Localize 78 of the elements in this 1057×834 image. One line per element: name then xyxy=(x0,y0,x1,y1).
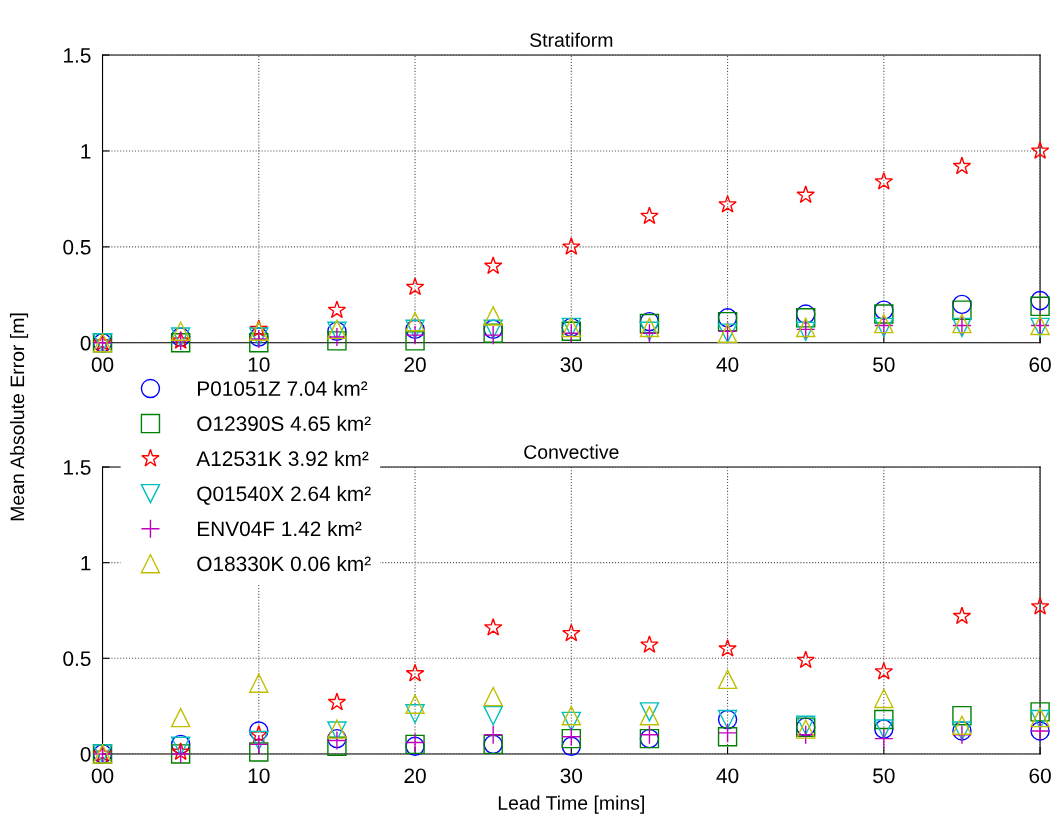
point xyxy=(483,686,503,707)
y-tick-label: 1 xyxy=(81,555,91,571)
point xyxy=(405,663,425,682)
x-tick-label: 40 xyxy=(716,357,739,372)
x-tick-label: 20 xyxy=(404,768,426,784)
y-tick-label: 1.5 xyxy=(64,48,91,63)
point xyxy=(1030,296,1050,317)
point xyxy=(561,736,582,757)
legend-label: O18330K 0.06 km² xyxy=(197,555,371,572)
point xyxy=(718,639,737,657)
y-axis-title: Mean Absolute Error [m] xyxy=(9,313,29,521)
point xyxy=(405,331,425,351)
point xyxy=(796,185,815,204)
y-tick-label: 0 xyxy=(80,335,91,351)
point xyxy=(561,711,582,732)
point xyxy=(952,705,972,726)
x-tick-label: 60 xyxy=(1029,768,1051,784)
point xyxy=(483,705,503,726)
point xyxy=(405,704,425,724)
x-tick-label: 30 xyxy=(560,357,583,372)
chart-title: Convective xyxy=(524,444,619,459)
point xyxy=(405,311,425,332)
point xyxy=(483,617,503,636)
point xyxy=(874,688,894,709)
point xyxy=(640,206,659,225)
y-tick-label: 0.5 xyxy=(63,651,91,667)
y-tick-label: 1 xyxy=(81,144,91,159)
point xyxy=(952,606,972,625)
chart-title: Stratiform xyxy=(530,32,613,47)
point xyxy=(327,300,347,319)
x-tick-label: 50 xyxy=(873,357,895,372)
point xyxy=(562,237,581,255)
point xyxy=(952,715,972,735)
x-tick-label: 00 xyxy=(91,768,114,784)
legend-label: ENV04F 1.42 km² xyxy=(197,520,362,537)
legend-label: O12390S 4.65 km² xyxy=(197,415,371,432)
point xyxy=(1030,596,1050,615)
point xyxy=(717,669,738,690)
point xyxy=(405,694,425,714)
point xyxy=(874,171,894,190)
point xyxy=(562,623,581,642)
point xyxy=(718,194,737,213)
x-axis-title: Lead Time [mins] xyxy=(498,795,644,814)
point xyxy=(405,325,425,345)
point xyxy=(640,635,659,653)
point xyxy=(952,300,972,320)
legend-label: A12531K 3.92 km² xyxy=(196,450,369,467)
point xyxy=(327,692,347,711)
point xyxy=(170,707,191,728)
legend-label: Q01540X 2.64 km² xyxy=(197,485,371,505)
x-tick-label: 50 xyxy=(873,768,895,784)
point xyxy=(874,709,894,730)
point xyxy=(874,728,894,749)
x-tick-label: 30 xyxy=(560,768,583,784)
x-tick-label: 10 xyxy=(248,357,270,372)
point xyxy=(874,661,894,680)
point xyxy=(483,725,503,745)
x-tick-label: 60 xyxy=(1029,357,1051,372)
point xyxy=(249,673,269,693)
x-tick-label: 40 xyxy=(716,768,739,784)
point xyxy=(249,742,269,762)
point xyxy=(483,306,503,326)
point xyxy=(405,277,425,296)
x-tick-label: 20 xyxy=(404,357,426,372)
point xyxy=(483,256,503,275)
point xyxy=(170,321,191,341)
legend-label: P01051Z 7.04 km² xyxy=(197,380,368,396)
point xyxy=(1030,702,1050,722)
y-tick-label: 0 xyxy=(80,746,91,762)
point xyxy=(952,156,972,175)
point xyxy=(796,650,815,669)
y-tick-label: 1.5 xyxy=(64,460,91,475)
y-tick-label: 0.5 xyxy=(63,239,91,255)
point xyxy=(795,725,816,745)
point xyxy=(1030,141,1050,159)
x-tick-label: 10 xyxy=(248,768,270,784)
x-tick-label: 00 xyxy=(91,357,114,372)
point xyxy=(561,705,582,726)
